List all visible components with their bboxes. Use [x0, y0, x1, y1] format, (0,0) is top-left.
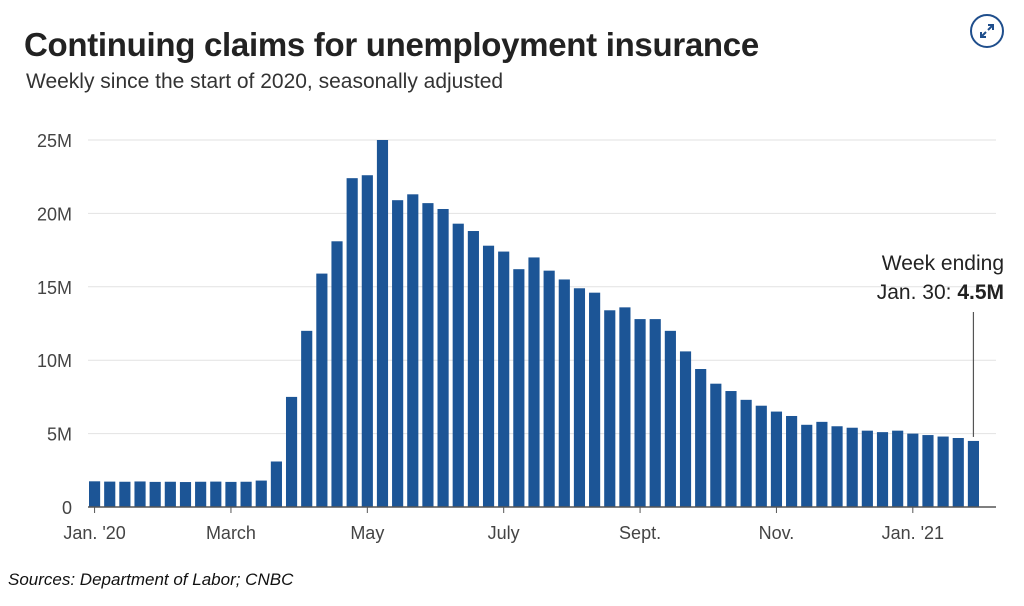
bar	[498, 251, 510, 507]
bar	[861, 430, 873, 507]
bar	[543, 270, 555, 507]
source-note: Sources: Department of Labor; CNBC	[8, 570, 294, 589]
bar	[513, 269, 525, 507]
y-tick-label: 20M	[37, 204, 72, 224]
x-tick-label: Jan. '20	[63, 523, 125, 543]
annotation-value: 4.5M	[957, 281, 1004, 304]
bar	[816, 421, 828, 507]
bar	[270, 461, 282, 507]
bar	[240, 481, 252, 507]
bar	[301, 330, 313, 507]
bar	[679, 351, 692, 507]
bar	[664, 330, 676, 507]
bar	[573, 288, 586, 507]
x-tick-label: March	[206, 523, 256, 543]
bar	[604, 310, 616, 507]
y-tick-label: 5M	[47, 425, 72, 445]
bar	[967, 440, 979, 507]
expand-button[interactable]	[970, 14, 1004, 48]
bar	[255, 480, 267, 507]
bar	[164, 481, 176, 507]
annotation-date: Jan. 30:	[877, 281, 958, 304]
annotation-line2: Jan. 30: 4.5M	[877, 281, 1004, 304]
bar	[376, 140, 389, 507]
bar	[285, 396, 298, 507]
bar	[710, 383, 722, 507]
bar	[922, 435, 934, 507]
y-tick-label: 25M	[37, 131, 72, 151]
bar	[937, 436, 949, 507]
bar	[119, 481, 131, 507]
bar	[634, 319, 646, 507]
chart-title: Continuing claims for unemployment insur…	[24, 26, 759, 63]
bar	[316, 273, 328, 507]
bar	[786, 415, 798, 507]
bar	[740, 399, 752, 507]
bar	[831, 426, 843, 507]
y-tick-label: 0	[62, 498, 72, 518]
bar	[482, 245, 495, 508]
bar	[755, 405, 767, 507]
bar	[528, 257, 540, 507]
bar	[649, 319, 661, 507]
bar-chart: 0 5M 10M 15M 20M 25M Jan. '20 March May July Sept.…	[37, 131, 1004, 543]
bar	[907, 433, 919, 507]
bar	[134, 481, 146, 507]
bar	[876, 432, 889, 507]
bar	[452, 223, 464, 507]
bar	[407, 194, 419, 508]
chart-subtitle: Weekly since the start of 2020, seasonal…	[26, 70, 504, 93]
bar	[392, 200, 404, 508]
expand-arrows-icon	[980, 24, 994, 38]
bar	[195, 481, 207, 507]
bar	[952, 438, 964, 507]
bar	[210, 481, 222, 507]
x-tick-label: May	[350, 523, 384, 543]
bar	[179, 482, 192, 507]
bar	[422, 203, 434, 507]
bar	[225, 481, 237, 507]
x-tick-label: July	[488, 523, 520, 543]
bar	[725, 391, 737, 507]
bar	[892, 430, 904, 507]
bar	[104, 481, 116, 507]
bar	[846, 427, 858, 507]
bar	[149, 481, 161, 507]
bar	[331, 241, 343, 508]
x-tick-label: Nov.	[759, 523, 795, 543]
bar	[558, 279, 570, 507]
bar	[770, 411, 783, 507]
bar	[346, 178, 358, 507]
bar	[437, 208, 449, 507]
bar	[589, 292, 601, 507]
y-tick-label: 10M	[37, 351, 72, 371]
bar	[89, 481, 101, 507]
x-tick-label: Jan. '21	[882, 523, 944, 543]
annotation-line1: Week ending	[882, 252, 1004, 275]
bar	[361, 175, 373, 507]
bar	[695, 369, 707, 507]
bar	[467, 231, 479, 508]
bar	[801, 424, 813, 507]
bar	[619, 307, 631, 507]
x-tick-label: Sept.	[619, 523, 661, 543]
y-tick-label: 15M	[37, 278, 72, 298]
